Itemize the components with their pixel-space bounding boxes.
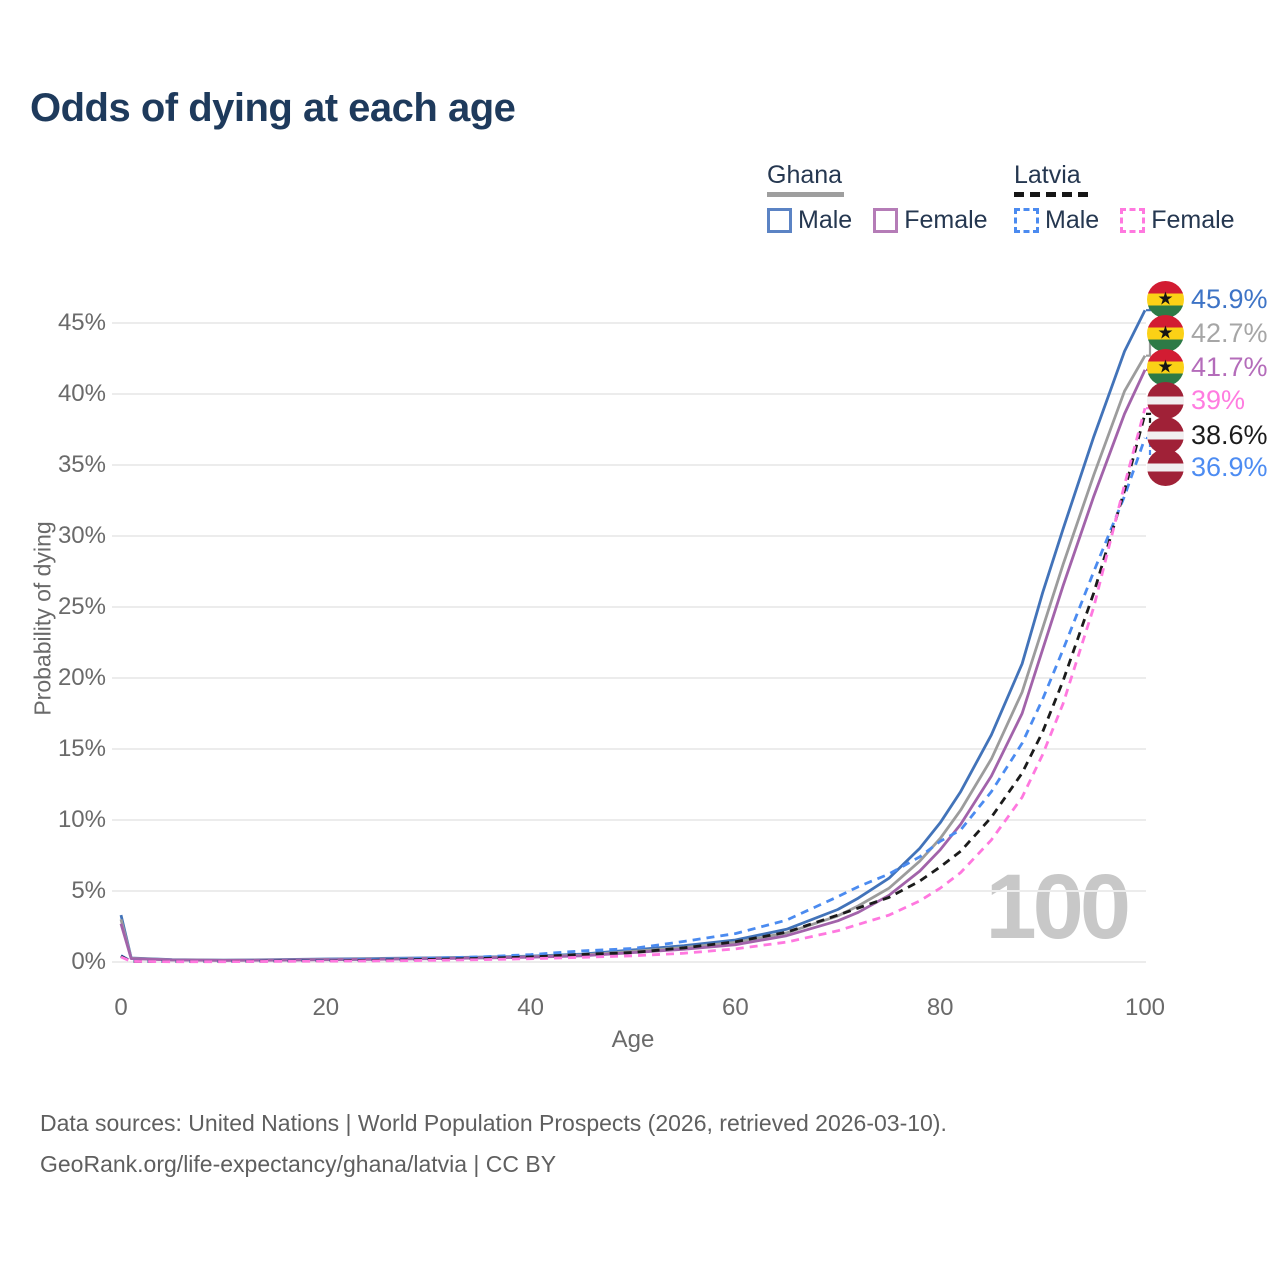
end-label-row: 41.7% [1147, 348, 1268, 386]
x-axis-tick-label: 60 [722, 994, 749, 1021]
x-axis-tick-label: 100 [1124, 994, 1166, 1021]
end-value-label: 42.7% [1191, 317, 1268, 348]
x-axis-tick-label: 40 [517, 994, 544, 1021]
latvia-dashed-line-swatch [1014, 192, 1088, 197]
legend-country-latvia[interactable]: Latvia [1014, 161, 1081, 189]
y-axis-tick-label: 30% [57, 522, 106, 549]
legend-label[interactable]: Female [1151, 206, 1235, 234]
y-axis-tick-label: 35% [57, 451, 106, 478]
y-axis-tick-label: 10% [57, 806, 106, 833]
end-label-row: 38.6% [1147, 416, 1268, 454]
end-value-label: 38.6% [1191, 419, 1268, 450]
ghana-flag-icon [1147, 280, 1184, 318]
series-line-ghana-female[interactable] [119, 369, 1147, 962]
latvia-flag-icon [1147, 381, 1184, 419]
legend-group-latvia: Latvia Male Female [1014, 162, 1256, 235]
latvia-male-checkbox[interactable] [1014, 208, 1039, 233]
series-line-latvia-female[interactable] [120, 407, 1147, 964]
legend-item-latvia-female[interactable]: Female [1120, 206, 1235, 235]
y-axis-tick-label: 15% [57, 735, 106, 762]
legend-label[interactable]: Male [798, 206, 853, 234]
legend-item-ghana-female[interactable]: Female [873, 206, 988, 235]
ghana-flag-icon [1147, 314, 1184, 352]
ghana-female-checkbox[interactable] [873, 208, 899, 233]
x-axis-tick-label: 0 [114, 994, 128, 1021]
footer: Data sources: United Nations | World Pop… [40, 1103, 947, 1185]
series-line-latvia-male[interactable] [120, 437, 1147, 963]
y-axis-tick-label: 25% [57, 593, 106, 620]
latvia-flag-icon [1147, 448, 1184, 486]
latvia-female-checkbox[interactable] [1120, 208, 1146, 233]
age-hover-indicator: 100 [985, 856, 1131, 958]
ghana-male-checkbox[interactable] [767, 208, 792, 233]
legend-group-ghana: Ghana Male Female [767, 162, 1009, 235]
y-axis-tick-label: 40% [57, 380, 106, 407]
end-label-row: 42.7% [1147, 314, 1268, 352]
legend-country-ghana[interactable]: Ghana [767, 161, 843, 189]
page-title: Odds of dying at each age [30, 86, 516, 130]
series-line-ghana-both-sexes[interactable] [119, 354, 1147, 962]
series-line-latvia-both-sexes[interactable] [120, 413, 1147, 963]
end-value-label: 39% [1191, 384, 1246, 415]
ghana-flag-icon [1147, 348, 1184, 386]
end-label-row: 45.9% [1147, 280, 1268, 318]
legend-item-ghana-male[interactable]: Male [767, 206, 852, 235]
x-axis-tick-label: 20 [312, 994, 340, 1021]
series-line-ghana-male[interactable] [119, 309, 1147, 962]
legend-label[interactable]: Female [904, 206, 988, 234]
legend-label[interactable]: Male [1045, 206, 1100, 234]
end-value-label: 41.7% [1191, 351, 1268, 382]
end-value-label: 45.9% [1191, 283, 1268, 314]
legend-item-latvia-male[interactable]: Male [1014, 206, 1099, 235]
latvia-flag-icon [1147, 416, 1184, 454]
y-axis-tick-label: 5% [71, 877, 106, 904]
end-label-row: 36.9% [1147, 448, 1268, 486]
attribution-line: GeoRank.org/life-expectancy/ghana/latvia… [40, 1151, 557, 1177]
ghana-solid-line-swatch [767, 192, 844, 197]
x-axis-tick-label: 80 [926, 994, 954, 1021]
data-sources-line: Data sources: United Nations | World Pop… [40, 1110, 947, 1136]
y-axis-tick-label: 45% [57, 309, 106, 336]
y-axis-tick-label: 20% [57, 664, 106, 691]
x-axis-title: Age [611, 1026, 655, 1053]
y-axis-tick-label: 0% [71, 948, 106, 975]
end-label-row: 39% [1147, 381, 1245, 419]
end-value-label: 36.9% [1191, 451, 1268, 482]
